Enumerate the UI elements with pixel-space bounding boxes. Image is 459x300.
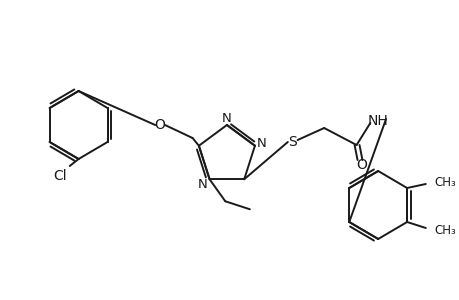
Text: Cl: Cl [53, 169, 67, 183]
Text: CH₃: CH₃ [434, 176, 455, 190]
Text: CH₃: CH₃ [434, 224, 455, 236]
Text: N: N [222, 112, 231, 125]
Text: O: O [154, 118, 165, 132]
Text: N: N [197, 178, 207, 191]
Text: O: O [355, 158, 366, 172]
Text: S: S [288, 135, 297, 149]
Text: N: N [257, 137, 266, 150]
Text: NH: NH [367, 114, 388, 128]
